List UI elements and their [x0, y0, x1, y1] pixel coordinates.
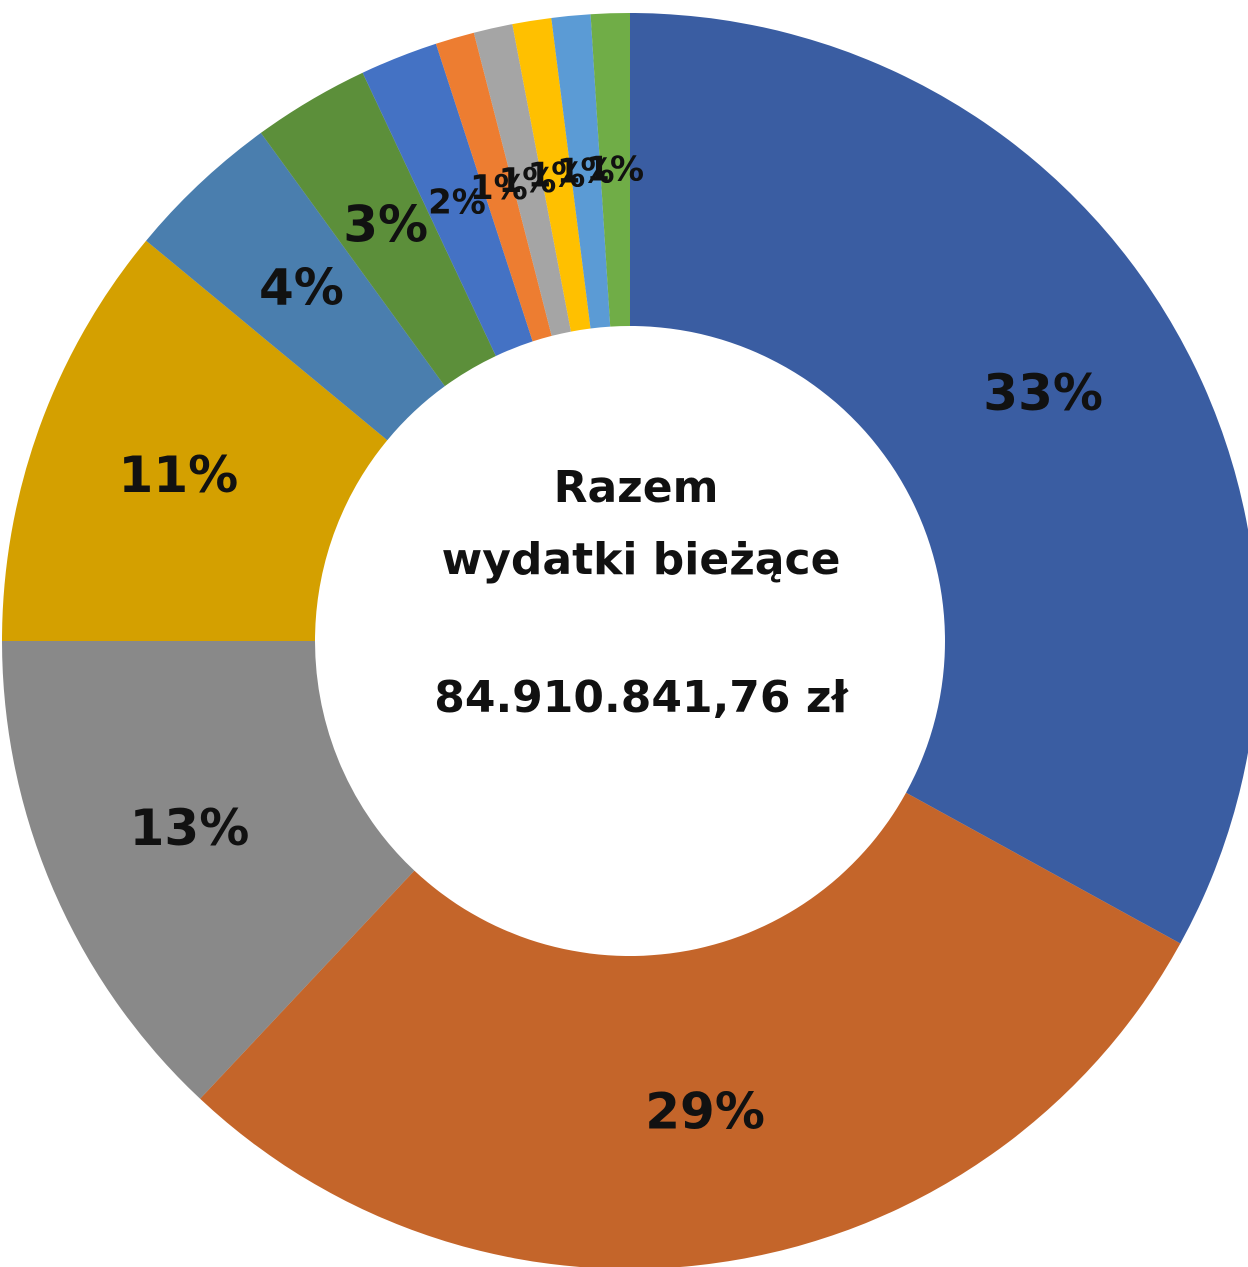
slice — [2, 240, 388, 641]
slice — [473, 24, 571, 336]
center-line: wydatki bieżące — [442, 534, 841, 585]
value-label: 3% — [343, 195, 428, 253]
slice — [200, 792, 1181, 1267]
value-label: 4% — [259, 259, 344, 317]
center-line: 84.910.841,76 zł — [434, 672, 849, 723]
value-label: 11% — [119, 446, 239, 504]
value-label: 2% — [428, 183, 486, 223]
value-label: 1% — [499, 161, 557, 201]
value-label: 1% — [528, 155, 586, 195]
slice — [551, 14, 611, 329]
center-line: Razem — [554, 462, 719, 513]
value-label: 33% — [983, 364, 1103, 422]
slice — [590, 13, 630, 327]
slice — [362, 43, 533, 356]
slice — [260, 72, 496, 387]
value-label: 1% — [470, 168, 528, 208]
slice — [630, 13, 1248, 944]
slice — [435, 32, 552, 342]
slices — [2, 13, 1248, 1267]
value-label: 13% — [130, 799, 250, 857]
slice — [512, 17, 591, 332]
slice — [2, 641, 415, 1099]
value-label: 1% — [586, 150, 644, 190]
slice — [146, 132, 445, 441]
value-label: 1% — [557, 152, 615, 192]
value-label: 29% — [645, 1083, 765, 1141]
labels: 33%29%13%11%4%3% 2%1%1%1%1%1% — [119, 150, 1103, 1141]
